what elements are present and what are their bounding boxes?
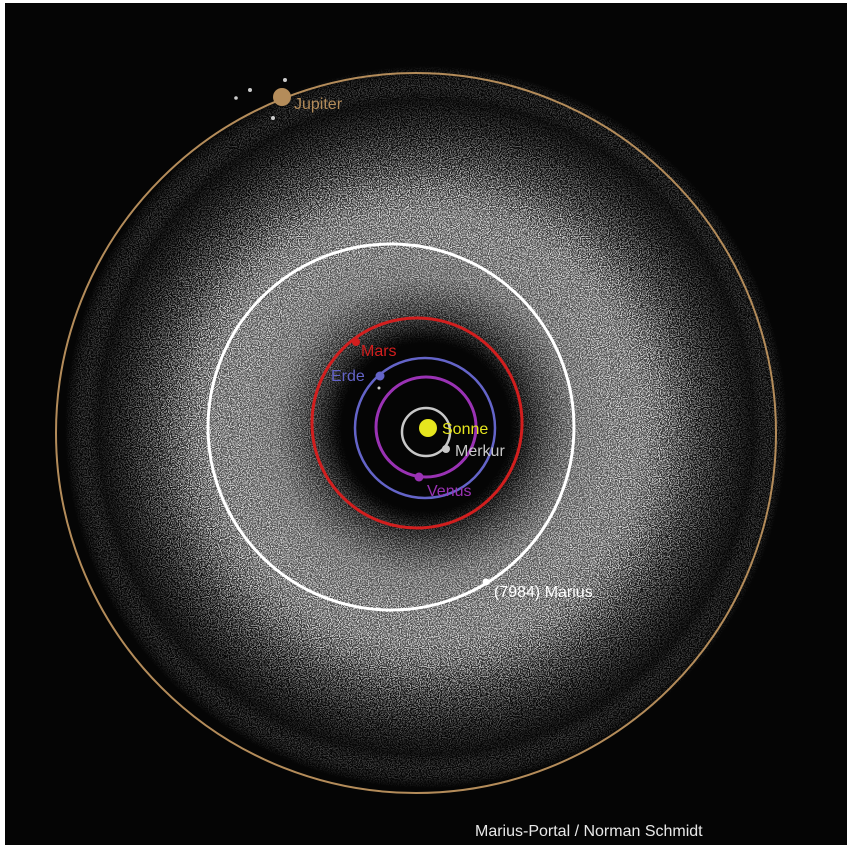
venus-label: Venus <box>427 483 471 500</box>
merkur-orbit <box>400 406 452 458</box>
solar-system-diagram: Sonne Merkur Venus Erde Mars (7984) Mari… <box>5 3 847 845</box>
sonne-body <box>419 419 437 437</box>
marius-orbit <box>206 242 576 612</box>
marius-body <box>482 578 490 586</box>
venus-body <box>414 472 424 482</box>
mars-orbit <box>310 316 524 530</box>
sonne-label: Sonne <box>442 421 488 438</box>
jupiter-body <box>273 88 291 106</box>
credit-text: Marius-Portal / Norman Schmidt <box>475 823 703 840</box>
jupiter-orbit <box>55 72 777 794</box>
mars-label: Mars <box>361 343 397 360</box>
jupiter-moon <box>271 116 275 120</box>
jupiter-moon <box>283 78 287 82</box>
erde-body <box>375 371 385 381</box>
marius-label: (7984) Marius <box>494 584 593 601</box>
merkur-label: Merkur <box>455 443 505 460</box>
merkur-body <box>442 445 450 453</box>
erde-orbit <box>353 356 497 500</box>
jupiter-moon <box>248 88 252 92</box>
jupiter-label: Jupiter <box>294 96 343 113</box>
mars-body <box>352 338 360 346</box>
venus-orbit <box>374 375 478 479</box>
moon-body <box>377 386 381 390</box>
erde-label: Erde <box>331 368 365 385</box>
orbit-diagram-svg: Sonne Merkur Venus Erde Mars (7984) Mari… <box>5 3 847 845</box>
jupiter-moon <box>234 96 238 100</box>
